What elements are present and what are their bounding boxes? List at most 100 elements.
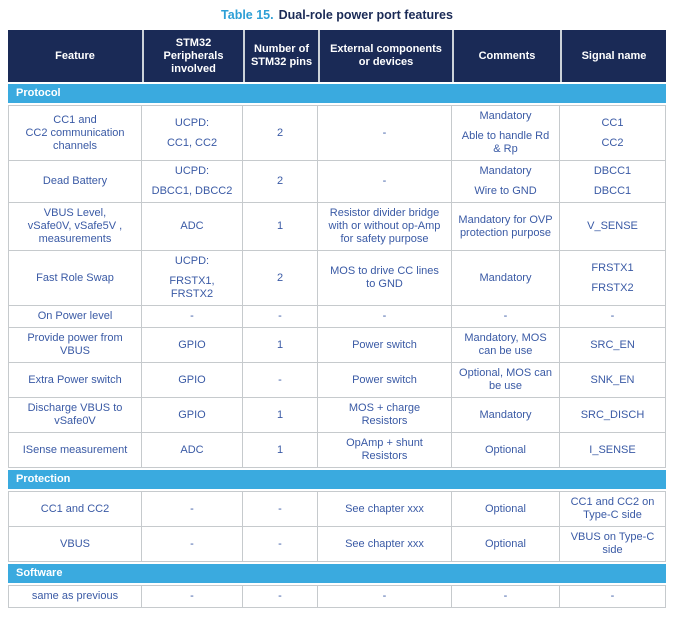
table-row: CC1 and CC2 communication channels UCPD: C… [8, 106, 666, 161]
table-title-number: Table 15. [221, 8, 274, 22]
cell-peripherals: GPIO [142, 328, 243, 363]
cell-comments: - [452, 306, 560, 328]
cell-text: Mandatory [479, 408, 532, 421]
table-header-row: Feature STM32 Peripherals involved Number … [8, 30, 666, 82]
cell-feature: same as previous [8, 586, 142, 608]
section-bar-software: Software [8, 564, 666, 583]
cell-text: Discharge VBUS to vSafe0V [27, 402, 123, 427]
cell-signal-name: DBCC1 DBCC1 [560, 161, 666, 203]
cell-external-components: MOS + charge Resistors [318, 398, 452, 433]
cell-text: - [278, 373, 282, 386]
cell-pins: 2 [243, 106, 318, 161]
cell-text: Optional, MOS can be use [459, 367, 552, 392]
cell-comments: Optional, MOS can be use [452, 363, 560, 398]
cell-pins: 2 [243, 161, 318, 203]
cell-text: Mandatory, MOS can be use [464, 332, 547, 357]
cell-comments: - [452, 586, 560, 608]
cell-text: - [503, 310, 508, 322]
column-header-peripherals: STM32 Peripherals involved [142, 30, 243, 82]
cell-text: CC1 and CC2 on Type-C side [570, 496, 655, 521]
cell-text: FRSTX1, FRSTX2 [169, 275, 215, 300]
cell-peripherals: GPIO [142, 363, 243, 398]
cell-text: VBUS [60, 537, 90, 550]
cell-text: same as previous [31, 590, 119, 602]
cell-text: SRC_DISCH [580, 408, 645, 421]
cell-text: ISense measurement [22, 443, 128, 456]
column-header-comments: Comments [452, 30, 560, 82]
cell-text: Optional [485, 443, 526, 456]
cell-text: Mandatory [479, 165, 532, 177]
cell-pins: 1 [243, 203, 318, 251]
cell-signal-name: - [560, 306, 666, 328]
cell-external-components: Power switch [318, 363, 452, 398]
cell-signal-name: I_SENSE [560, 433, 666, 468]
cell-text: 1 [276, 220, 284, 232]
table-row: Extra Power switch GPIO - Power switch Optio… [8, 363, 666, 398]
cell-text: Fast Role Swap [36, 271, 114, 284]
cell-text: FRSTX2 [591, 281, 634, 294]
table-row: Dead Battery UCPD: DBCC1, DBCC2 2 - Mandatory… [8, 161, 666, 203]
cell-text: - [610, 310, 615, 322]
cell-feature: CC1 and CC2 communication channels [8, 106, 142, 161]
cell-feature: Dead Battery [8, 161, 142, 203]
cell-peripherals: ADC [142, 203, 243, 251]
cell-signal-name: - [560, 586, 666, 608]
cell-comments: Mandatory [452, 251, 560, 306]
cell-text: CC1, CC2 [166, 136, 218, 149]
cell-text: Extra Power switch [28, 373, 122, 386]
cell-peripherals: UCPD: CC1, CC2 [142, 106, 243, 161]
cell-signal-name: CC1 CC2 [560, 106, 666, 161]
cell-text: 2 [276, 175, 284, 187]
table-row: VBUS Level, vSafe0V, vSafe5V , measureme… [8, 203, 666, 251]
cell-text: CC1 and CC2 communication channels [25, 113, 125, 152]
cell-pins: - [243, 306, 318, 328]
cell-text: - [278, 590, 282, 602]
cell-text: On Power level [37, 310, 113, 322]
cell-peripherals: UCPD: DBCC1, DBCC2 [142, 161, 243, 203]
cell-comments: Optional [452, 492, 560, 527]
cell-text: SNK_EN [590, 373, 635, 386]
cell-text: DBCC1 [593, 185, 632, 197]
column-header-pins: Number of STM32 pins [243, 30, 318, 82]
cell-feature: Discharge VBUS to vSafe0V [8, 398, 142, 433]
cell-signal-name: SRC_DISCH [560, 398, 666, 433]
cell-comments: Optional [452, 527, 560, 562]
cell-external-components: OpAmp + shunt Resistors [318, 433, 452, 468]
column-header-signal-name: Signal name [560, 30, 666, 82]
cell-signal-name: SRC_EN [560, 328, 666, 363]
cell-text: - [382, 590, 387, 602]
cell-text: Able to handle Rd & Rp [461, 130, 550, 155]
cell-text: - [190, 590, 194, 602]
cell-pins: 1 [243, 433, 318, 468]
cell-text: I_SENSE [589, 443, 636, 456]
cell-feature: Provide power from VBUS [8, 328, 142, 363]
table-row: CC1 and CC2 - - See chapter xxx Optional CC1 … [8, 492, 666, 527]
cell-external-components: See chapter xxx [318, 527, 452, 562]
cell-comments: Mandatory Wire to GND [452, 161, 560, 203]
cell-text: - [503, 590, 508, 602]
dual-role-power-port-table: Feature STM32 Peripherals involved Number … [8, 30, 666, 608]
cell-text: - [190, 502, 194, 515]
table-title-text: Dual-role power port features [278, 8, 453, 22]
column-header-external-components: External components or devices [318, 30, 452, 82]
cell-pins: - [243, 586, 318, 608]
cell-text: Mandatory [479, 110, 532, 122]
cell-comments: Optional [452, 433, 560, 468]
cell-text: GPIO [178, 408, 206, 421]
table-row: VBUS - - See chapter xxx Optional VBUS on Typ… [8, 527, 666, 562]
cell-text: Resistor divider bridge with or without … [328, 207, 441, 245]
table-row: On Power level - - - - - [8, 306, 666, 328]
cell-text: - [382, 175, 387, 187]
cell-text: FRSTX1 [591, 261, 634, 274]
cell-peripherals: ADC [142, 433, 243, 468]
table-row: same as previous - - - - - [8, 586, 666, 608]
cell-text: See chapter xxx [345, 537, 424, 550]
cell-pins: - [243, 492, 318, 527]
cell-feature: Fast Role Swap [8, 251, 142, 306]
cell-text: CC2 [601, 136, 624, 149]
section-bar-protection: Protection [8, 470, 666, 489]
cell-feature: VBUS [8, 527, 142, 562]
cell-pins: 1 [243, 398, 318, 433]
cell-text: Mandatory [479, 271, 532, 284]
